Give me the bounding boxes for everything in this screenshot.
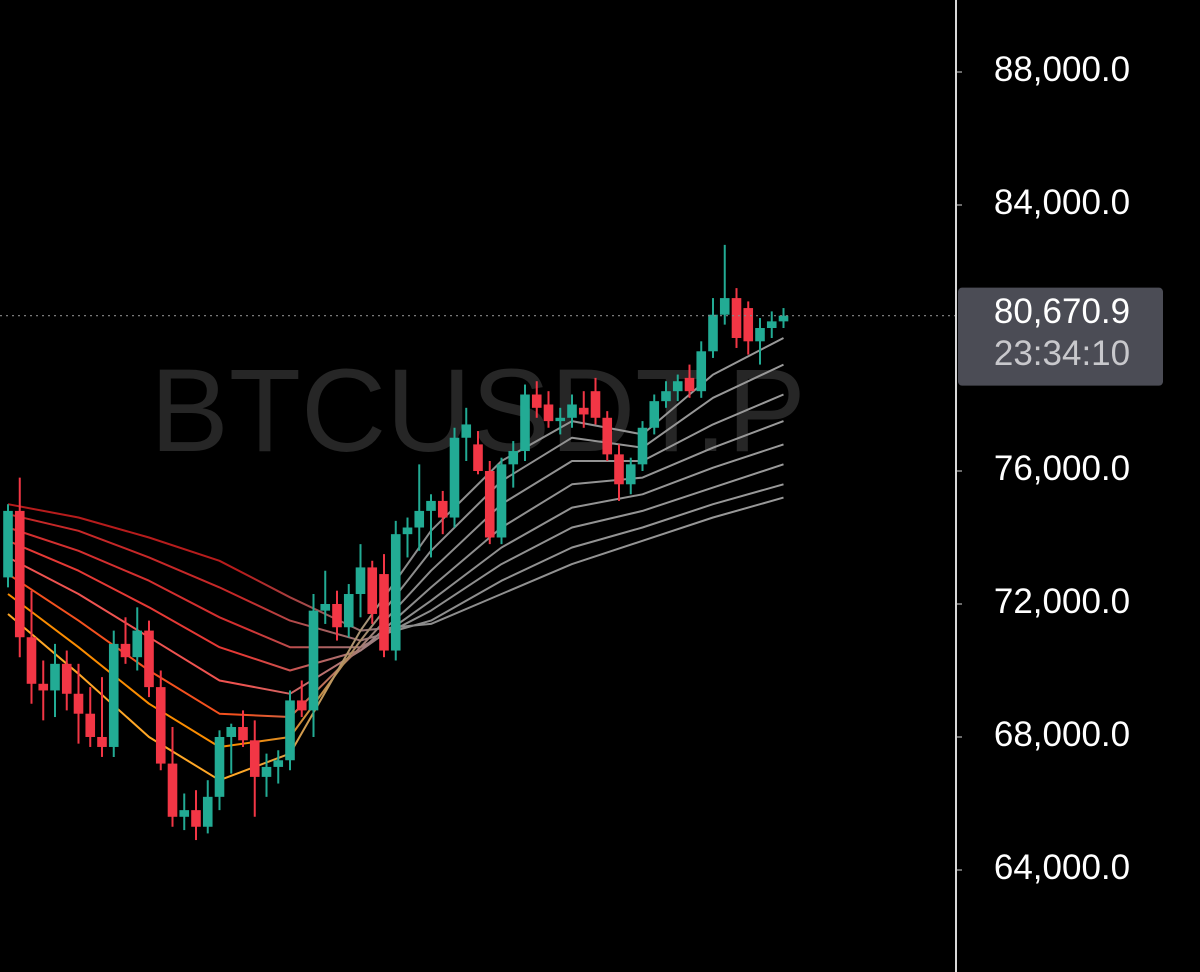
candle-body [3, 510, 13, 578]
last-price-label: 80,670.9 [994, 292, 1130, 331]
candle-body [531, 394, 542, 408]
y-tick-label: 64,000.0 [994, 848, 1130, 887]
y-tick-label: 76,000.0 [994, 449, 1130, 488]
candle-body [461, 424, 472, 438]
candle-body [296, 700, 307, 711]
candle-body [778, 315, 789, 322]
y-tick-label: 88,000.0 [994, 50, 1130, 89]
candle-body [766, 321, 777, 329]
candle-body [555, 417, 566, 422]
price-axis: 88,000.0 84,000.0 76,000.0 72,000.0 68,000.0… [956, 50, 1163, 887]
candle-body [426, 500, 436, 511]
candle-body [73, 693, 84, 714]
candle-body [61, 663, 72, 694]
y-tick-label: 84,000.0 [994, 183, 1130, 222]
candle-body [132, 630, 143, 658]
candle-body [144, 630, 154, 688]
candle-body [590, 391, 601, 418]
candle-body [708, 314, 718, 352]
candle-body [26, 637, 37, 684]
candle-body [249, 740, 260, 777]
candle-body [625, 464, 636, 485]
candle-body [520, 394, 530, 452]
candle-body [261, 766, 272, 777]
candle-body [602, 417, 613, 455]
candle-body [14, 510, 25, 638]
candle-body [285, 700, 295, 761]
candle-body [543, 404, 554, 422]
candle-body [214, 736, 225, 797]
candle-body [731, 298, 742, 338]
plot-area [0, 244, 956, 841]
candle-body [120, 643, 131, 658]
candle-body [637, 427, 648, 465]
candle-body [191, 810, 201, 827]
candle-body [332, 603, 342, 628]
candle-body [743, 308, 754, 342]
candle-body [684, 377, 695, 392]
candle-body [649, 401, 660, 428]
candle-body [226, 727, 237, 737]
candle-body [167, 763, 178, 817]
candle-body [719, 298, 730, 315]
candle-body [238, 727, 248, 741]
candle-body [379, 574, 389, 651]
candle-body [614, 454, 624, 485]
candle-body [484, 470, 495, 538]
candle-body [320, 603, 331, 611]
candle-body [308, 610, 319, 711]
candle-body [508, 451, 519, 465]
candle-body [567, 404, 577, 418]
candle-body [343, 594, 354, 628]
candle-body [367, 567, 378, 614]
candle-body [496, 464, 507, 538]
candle-body [38, 683, 49, 691]
candle-body [755, 328, 765, 342]
candle-body [661, 391, 671, 402]
candle-body [108, 643, 119, 747]
candle-body [449, 437, 460, 518]
candle-body [155, 687, 166, 764]
candle-body [50, 663, 60, 691]
candle-body [402, 527, 413, 535]
candle-body [85, 713, 96, 737]
candle-body [578, 407, 589, 415]
candle-body [390, 534, 401, 651]
y-tick-label: 68,000.0 [994, 715, 1130, 754]
last-price-box [958, 287, 1163, 386]
candle-body [355, 567, 366, 595]
candle-body [672, 381, 683, 392]
countdown-label: 23:34:10 [994, 334, 1130, 373]
candle-body [202, 796, 213, 827]
candle-body [414, 510, 425, 528]
candle-body [473, 444, 483, 471]
candle-body [179, 810, 190, 817]
candle-body [437, 500, 448, 518]
candle-body [696, 351, 707, 392]
candle-body [273, 760, 284, 767]
y-tick-label: 72,000.0 [994, 582, 1130, 621]
candle-body [97, 736, 107, 747]
